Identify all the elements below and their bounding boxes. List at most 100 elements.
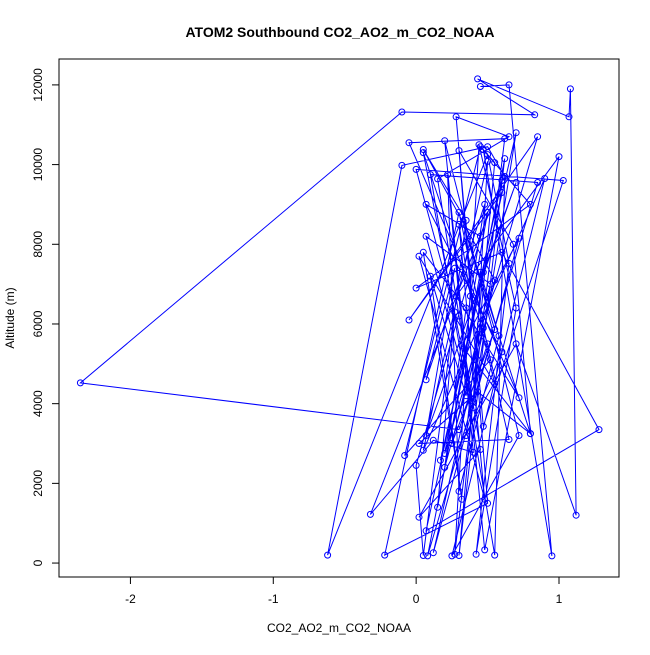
data-point [501,155,509,163]
y-tick-label: 2000 [31,470,45,497]
data-point [474,388,482,396]
data-point [405,139,413,147]
data-point [415,440,423,447]
data-point [491,380,499,388]
data-point [479,268,487,276]
data-point [466,292,474,300]
y-tick-label: 8000 [31,231,45,258]
plot-area [76,75,603,560]
data-point [484,157,492,165]
series-line [79,78,600,557]
data-point [412,165,420,173]
data-point [476,83,484,90]
data-point [548,552,556,560]
y-tick-label: 10000 [31,148,45,182]
data-point [462,304,470,312]
data-point [422,232,430,240]
data-point [498,189,506,196]
data-point [481,200,489,208]
data-point [419,446,427,454]
data-point [559,177,567,184]
data-point [495,332,503,340]
data-point [441,463,449,471]
data-point [459,220,467,228]
data-point [484,340,492,348]
data-point [491,276,499,284]
data-point [412,284,420,292]
data-point [509,240,517,248]
data-point [498,248,506,256]
data-point [484,143,492,151]
data-point [486,280,494,288]
x-axis: -2 -1 0 1 [125,577,563,606]
data-point [381,551,389,559]
y-axis: 0 2000 4000 6000 8000 10000 12000 [31,68,59,566]
data-point [458,342,466,350]
data-point [419,149,427,157]
x-tick-label: 1 [556,592,563,606]
data-point [398,108,406,116]
data-point [415,513,423,521]
y-tick-label: 6000 [31,310,45,337]
data-point [475,141,483,149]
data-point [512,340,520,348]
data-point [505,259,513,267]
data-point [469,448,477,456]
data-point [515,234,523,242]
data-point [515,394,523,402]
data-point [462,432,470,439]
data-point [476,232,484,240]
data-point [501,135,509,143]
data-point [441,450,449,457]
data-point [566,85,574,93]
y-tick-label: 12000 [31,68,45,102]
data-point [476,446,484,453]
x-tick-label: 0 [413,592,420,606]
data-point [498,348,506,356]
data-point [422,376,430,384]
data-point [481,546,489,554]
data-point [595,426,603,434]
data-point [419,552,427,559]
data-point [484,151,492,159]
data-point [455,220,463,228]
data-point [455,487,463,495]
data-point [515,432,523,439]
data-point [452,292,460,300]
data-point [422,432,430,439]
data-point [426,171,434,179]
data-point [505,436,513,443]
data-point [429,436,437,444]
data-point [565,113,573,121]
data-point [401,452,409,459]
data-point [491,551,499,559]
data-point [455,312,463,320]
data-point [526,430,534,438]
data-point [451,264,459,272]
data-point [434,503,442,511]
data-point [469,404,477,412]
data-point [498,177,506,184]
data-point [398,161,406,169]
data-point [534,133,542,141]
data-point [412,461,420,469]
data-point [534,179,542,186]
data-point [448,552,456,560]
data-point [462,392,470,400]
data-point [486,356,494,364]
data-point [444,171,452,179]
data-point [424,552,432,560]
data-point [422,527,430,535]
x-tick-label: -1 [268,592,279,606]
data-point [436,456,444,464]
data-point [429,549,437,557]
data-point [324,551,332,559]
data-point [476,268,484,276]
data-point [476,320,484,328]
data-point [491,159,499,167]
data-point [448,440,456,447]
data-point [484,208,492,216]
data-point [472,550,480,558]
